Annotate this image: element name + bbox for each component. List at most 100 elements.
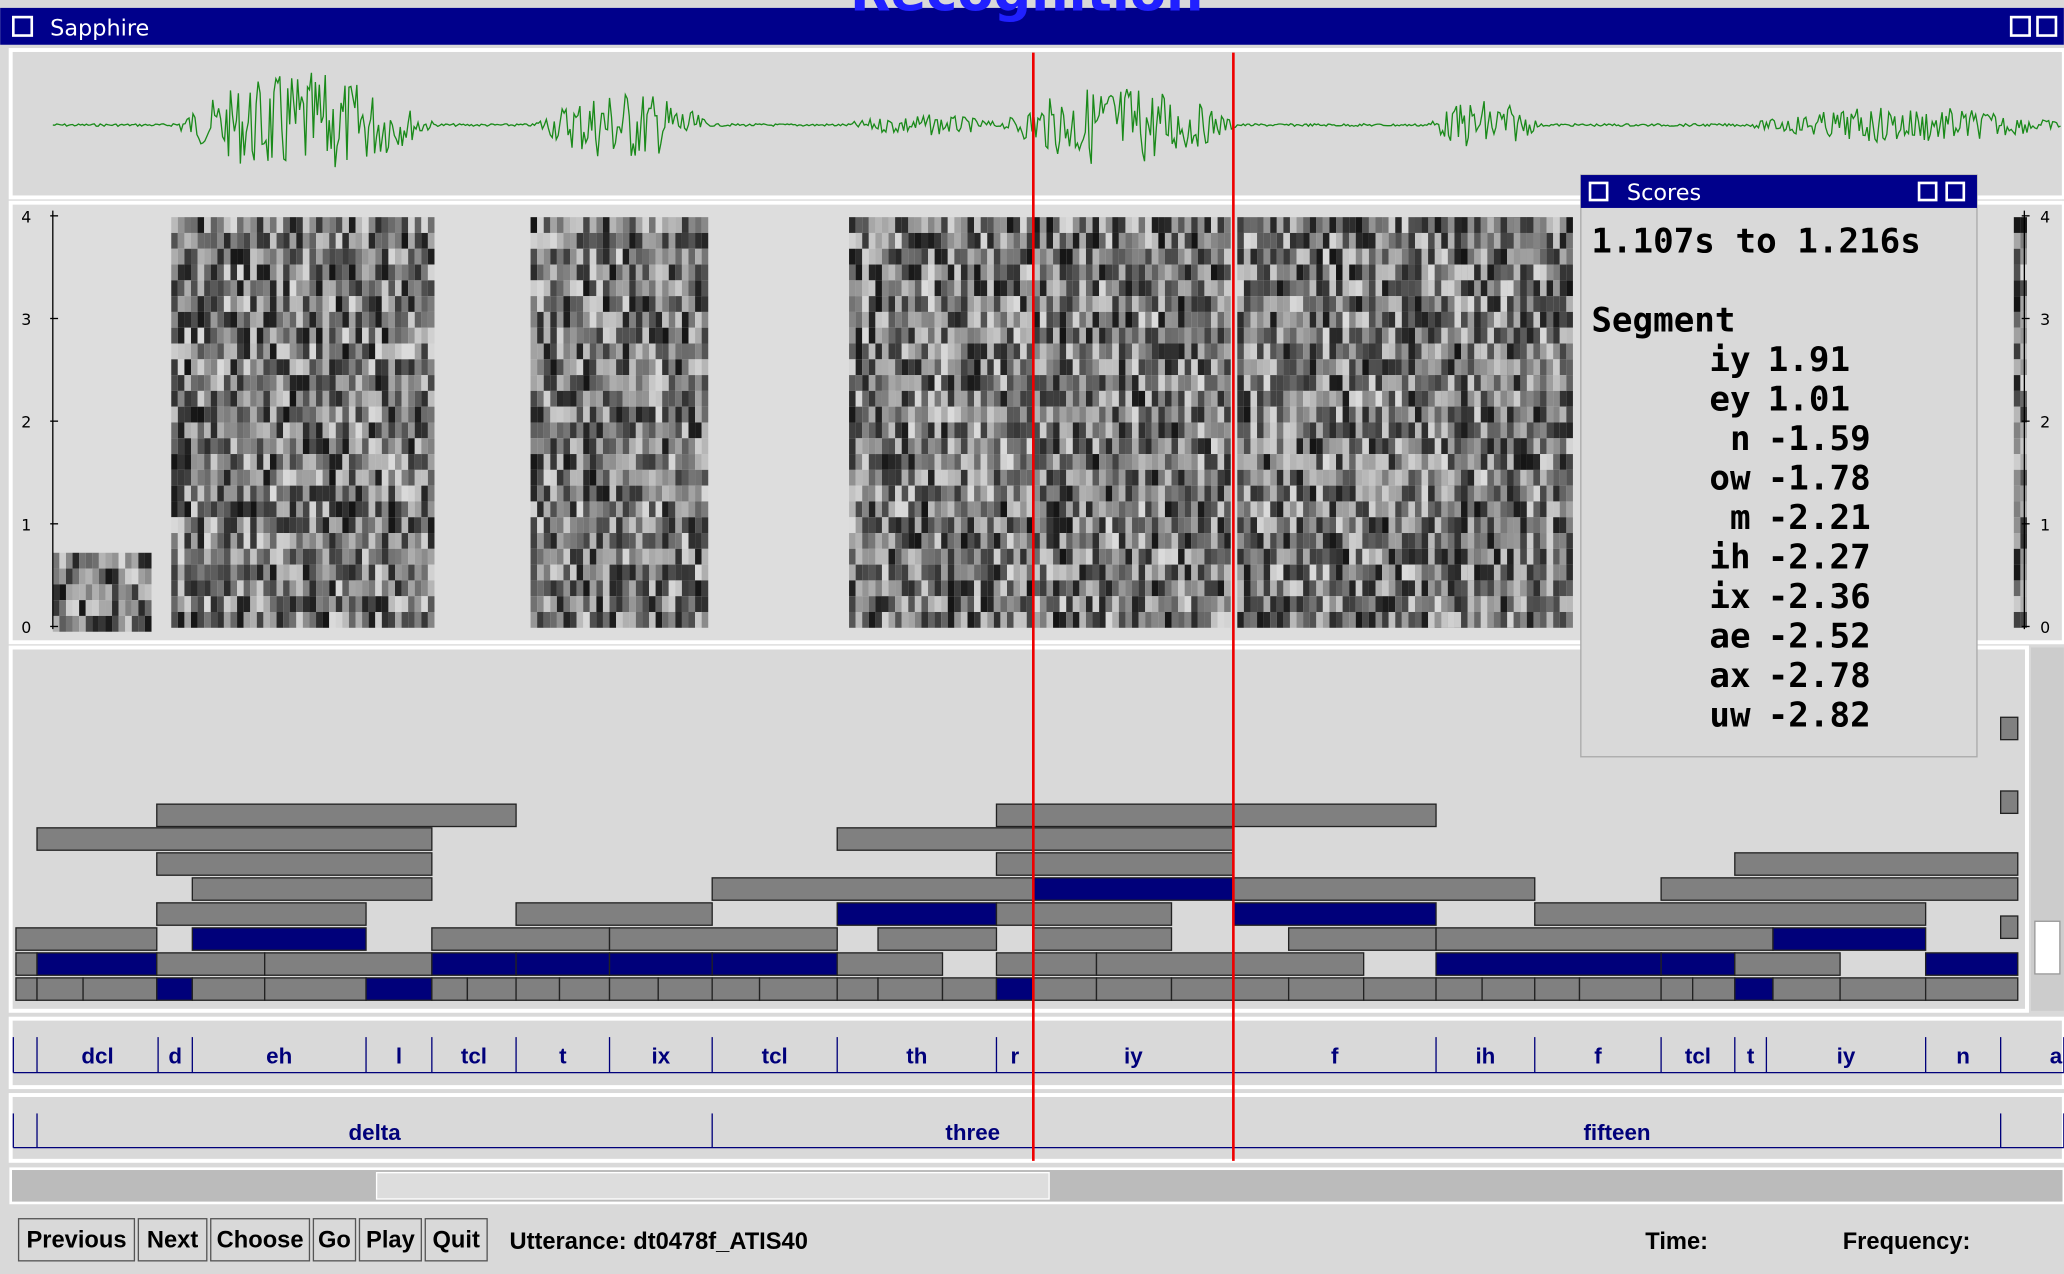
spectrogram-cell xyxy=(1033,217,1040,233)
spectrogram-cell xyxy=(1540,501,1547,518)
spectrogram-cell xyxy=(974,406,981,423)
spectrogram-cell xyxy=(888,311,896,328)
spectrogram-cell xyxy=(1283,501,1290,518)
spectrogram-cell xyxy=(1072,390,1080,407)
window-menu-icon[interactable] xyxy=(12,15,34,37)
spectrogram-cell xyxy=(550,580,557,597)
spectrogram-cell xyxy=(1191,296,1198,312)
spectrogram-cell xyxy=(237,296,244,312)
spectrogram-cell xyxy=(395,454,402,470)
spectrogram-cell xyxy=(283,375,290,391)
spectrogram-cell xyxy=(1316,501,1323,518)
spectrogram-cell xyxy=(223,533,231,549)
spectrogram-cell xyxy=(1066,390,1073,407)
spectrogram-cell xyxy=(1118,327,1126,344)
spectrogram-cell xyxy=(602,280,610,297)
spectrogram-cell xyxy=(1276,422,1284,439)
spectrogram-cell xyxy=(355,501,363,518)
maximize-icon[interactable] xyxy=(2036,15,2058,37)
spectrogram-cell xyxy=(414,454,422,470)
spectrogram-cell xyxy=(1559,343,1567,360)
spectrogram-cell xyxy=(563,580,571,597)
spectrogram-cell xyxy=(855,248,863,265)
spectrogram-cell xyxy=(980,548,988,565)
spectrogram-cell xyxy=(1184,264,1192,281)
spectrogram-cell xyxy=(1428,248,1435,265)
spectrogram-cell xyxy=(688,359,696,376)
spectrogram-cell xyxy=(1559,248,1567,265)
close-icon[interactable] xyxy=(2009,15,2031,37)
spectrogram-cell xyxy=(414,264,422,281)
spectrogram-cell xyxy=(1217,454,1225,470)
spectrogram-cell xyxy=(583,548,590,565)
spectrogram-cell xyxy=(1428,501,1435,518)
spectrogram-cell xyxy=(1006,596,1014,612)
spectrogram-cell xyxy=(1480,501,1488,518)
spectrogram-cell xyxy=(1072,501,1080,518)
spectrogram-cell xyxy=(1053,264,1060,281)
spectrogram-cell xyxy=(1112,548,1119,565)
spectrogram-cell xyxy=(1250,517,1258,534)
spectrogram-cell xyxy=(901,533,909,549)
spectrogram-cell xyxy=(191,375,198,391)
spectrogram-cell xyxy=(921,248,929,265)
spectrogram-cell xyxy=(1349,438,1356,455)
spectrogram-cell xyxy=(191,264,198,281)
spectrogram-cell xyxy=(355,327,363,344)
spectrogram-cell xyxy=(616,232,623,249)
spectrogram-cell xyxy=(289,406,297,423)
spectrogram-cell xyxy=(237,438,244,455)
spectrogram-cell xyxy=(1197,217,1205,233)
spectrogram-cell xyxy=(576,611,584,628)
spectrogram-cell xyxy=(1020,248,1027,265)
spectrogram-cell xyxy=(1033,406,1040,423)
spectrogram-cell xyxy=(171,311,178,328)
spectrogram-cell xyxy=(289,517,297,534)
spectrogram-cell xyxy=(1178,596,1185,612)
spectrogram-cell xyxy=(1480,264,1488,281)
spectrogram-cell xyxy=(675,280,682,297)
spectrogram-cell xyxy=(1237,422,1244,439)
spectrogram-cell xyxy=(1441,517,1448,534)
spectrogram-cell xyxy=(368,232,376,249)
spectrogram-cell xyxy=(1309,311,1317,328)
spectrogram-cell xyxy=(1210,311,1218,328)
spectrogram-cell xyxy=(563,232,571,249)
spectrogram-cell xyxy=(1191,406,1198,423)
spectrogram-cell xyxy=(635,454,643,470)
spectrogram-cell xyxy=(1112,533,1119,549)
spectrogram-cell xyxy=(1401,311,1409,328)
spectrogram-cell xyxy=(348,485,356,502)
spectrogram-cell xyxy=(583,501,590,518)
spectrogram-cell xyxy=(191,280,198,297)
spectrogram-cell xyxy=(1434,327,1442,344)
spectrogram-cell xyxy=(934,580,942,597)
spectrogram-cell xyxy=(655,296,663,312)
spectrogram-cell xyxy=(934,533,942,549)
spectrogram-cell xyxy=(701,327,709,344)
spectrogram-cell xyxy=(1342,517,1350,534)
spectrogram-cell xyxy=(980,327,988,344)
spectrogram-cell xyxy=(537,390,544,407)
spectrogram-cell xyxy=(596,454,603,470)
spectrogram-cell xyxy=(622,248,630,265)
spectrogram-cell xyxy=(1507,359,1514,376)
spectrogram-cell xyxy=(576,580,584,597)
spectrogram-cell xyxy=(177,501,185,518)
spectrogram-cell xyxy=(1322,217,1330,233)
spectrogram-cell xyxy=(1441,438,1448,455)
spectrogram-cell xyxy=(1309,343,1317,360)
spectrogram-cell xyxy=(947,517,955,534)
spectrogram-cell xyxy=(1191,311,1198,328)
spectrogram-cell xyxy=(1428,454,1435,470)
spectrogram-cell xyxy=(862,296,869,312)
spectrogram-cell xyxy=(1507,469,1514,486)
spectrogram-cell xyxy=(1085,232,1093,249)
spectrogram-cell xyxy=(1388,359,1396,376)
spectrogram-cell xyxy=(1355,501,1363,518)
spectrogram-cell xyxy=(1461,501,1468,518)
spectrogram-cell xyxy=(1125,548,1133,565)
spectrogram-cell xyxy=(629,217,636,233)
spectrogram-cell xyxy=(276,311,284,328)
spectrogram-cell xyxy=(1164,564,1172,581)
